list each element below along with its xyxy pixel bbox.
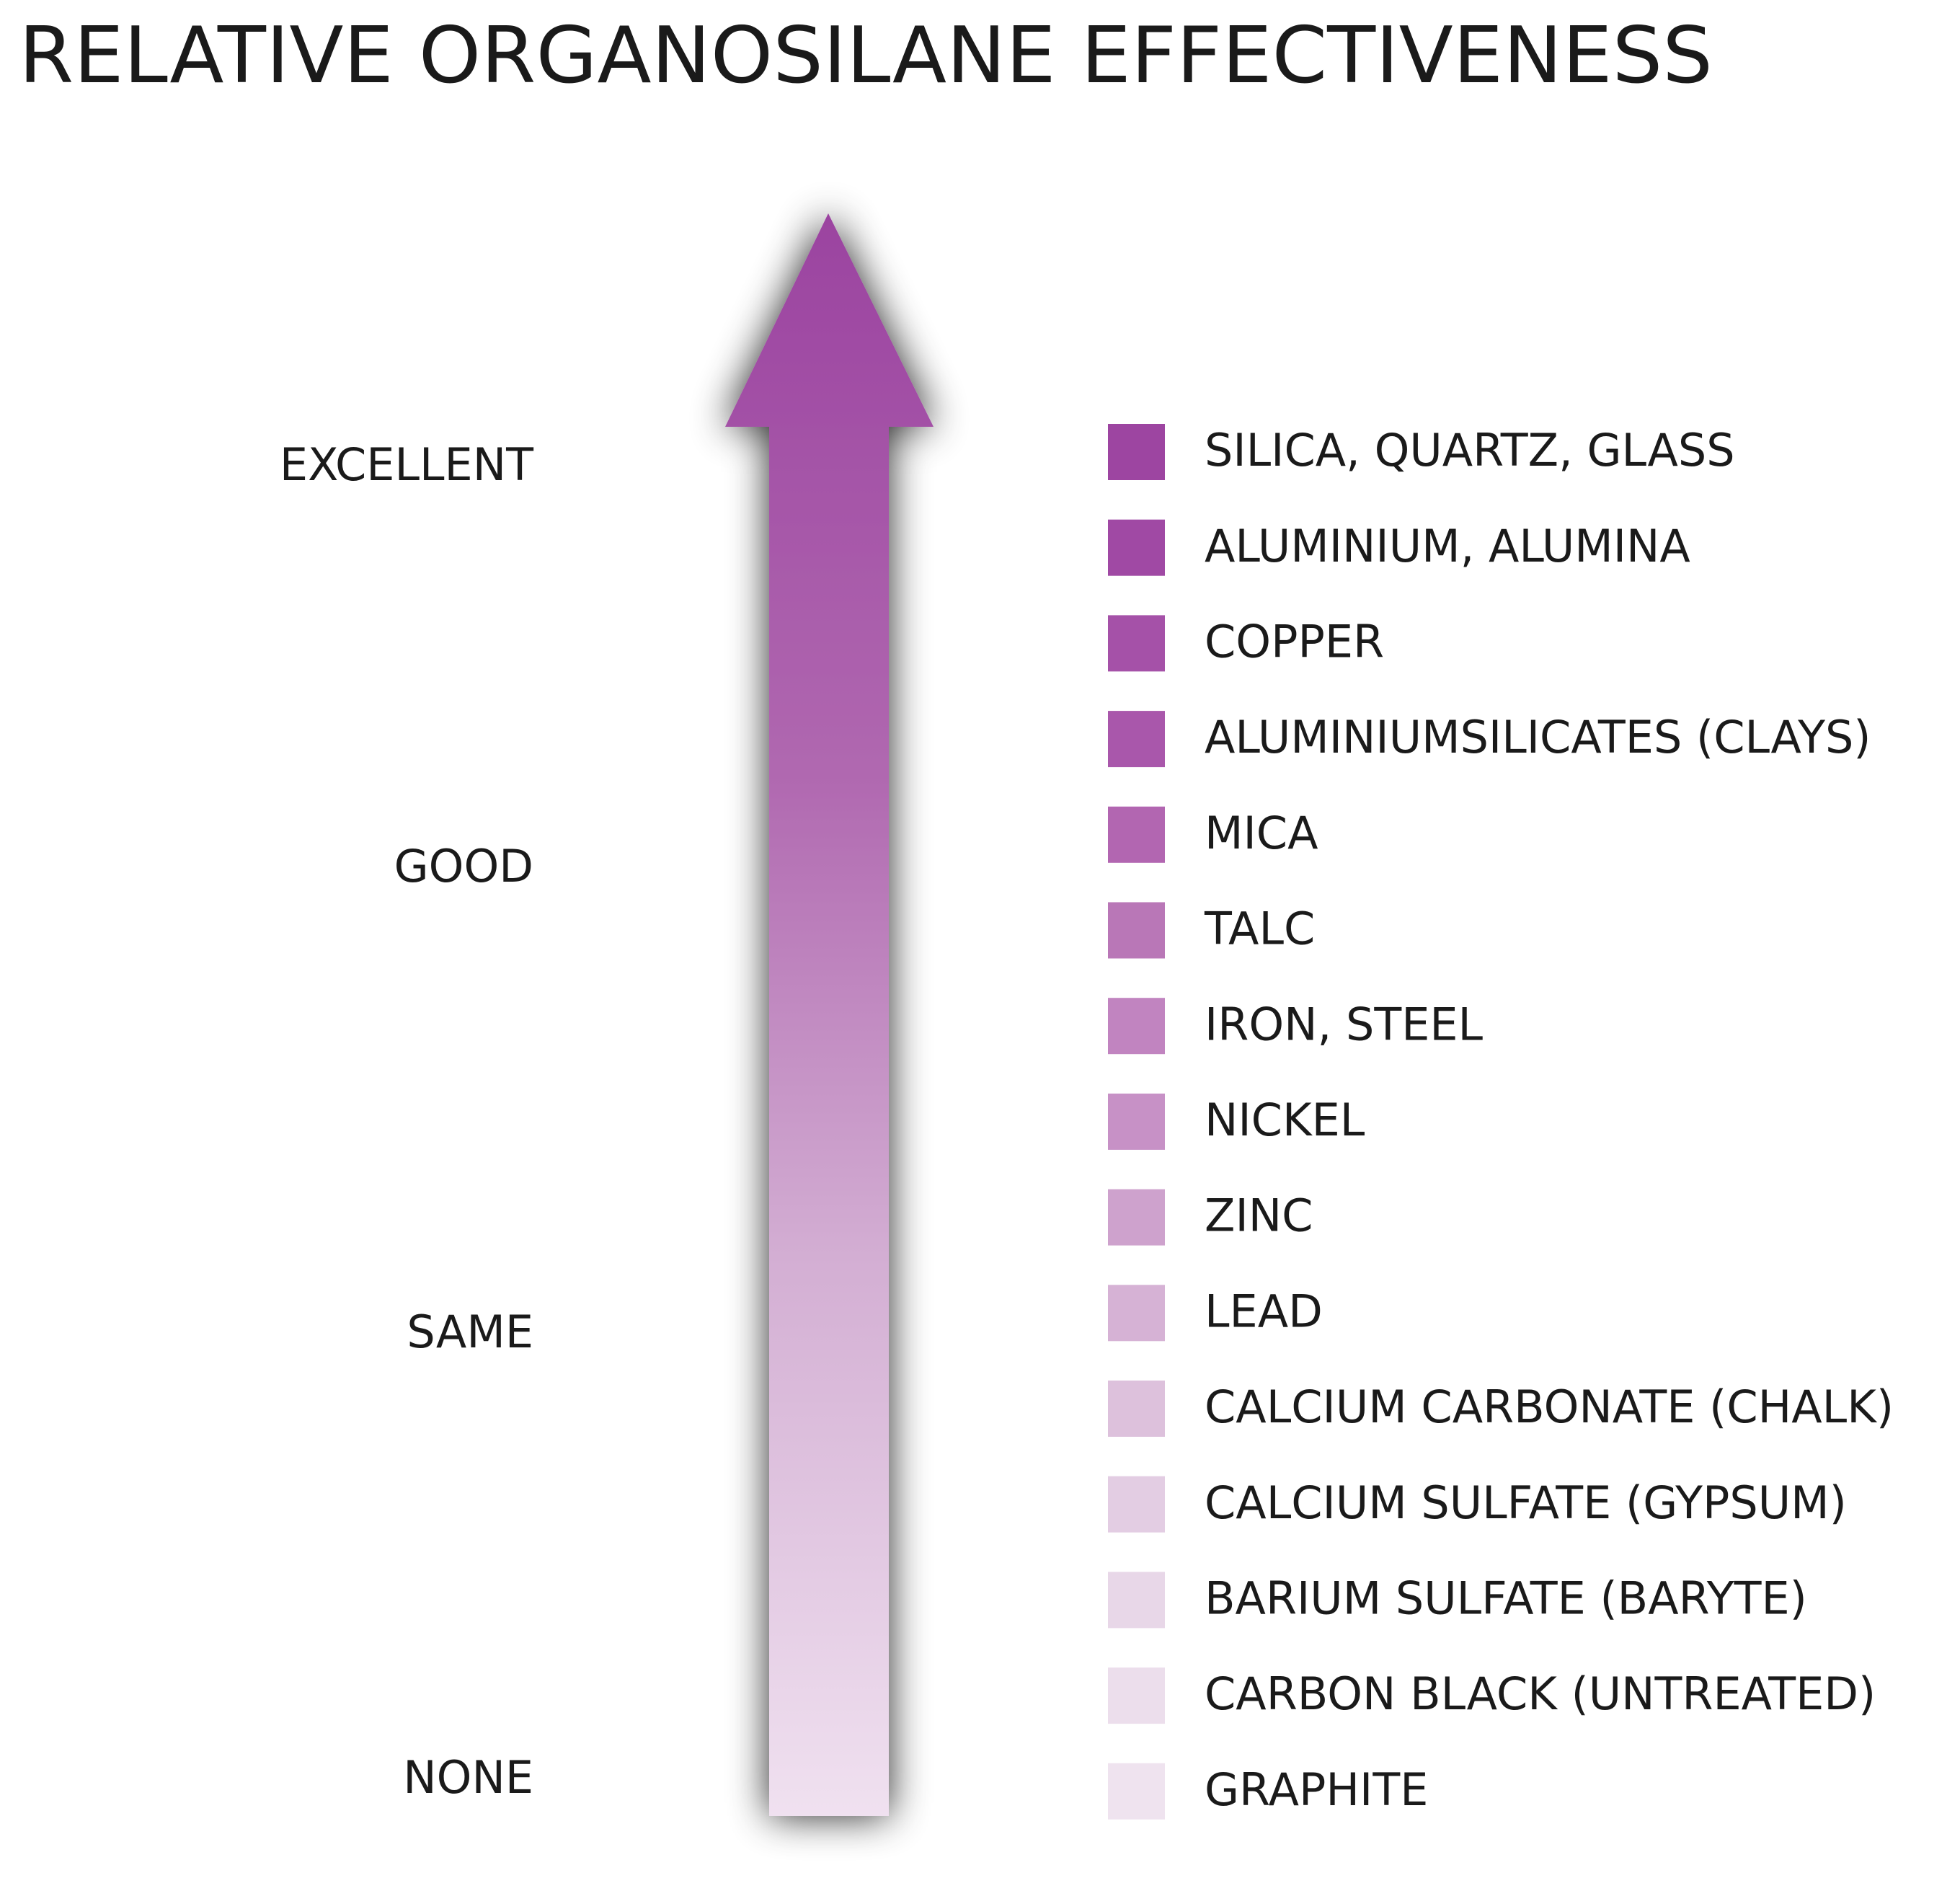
legend-swatch [1108,1285,1165,1342]
legend-label: GRAPHITE [1205,1763,1428,1816]
legend-item: MICA [1108,806,1318,863]
legend-item: TALC [1108,902,1315,959]
arrow [725,213,934,1816]
legend-item: GRAPHITE [1108,1763,1428,1820]
legend-label: CALCIUM SULFATE (GYPSUM) [1205,1476,1847,1529]
scale-label: SAME [407,1306,533,1358]
legend-swatch [1108,902,1165,959]
legend-label: ALUMINIUMSILICATES (CLAYS) [1205,711,1871,763]
legend-swatch [1108,1763,1165,1820]
legend-item: IRON, STEEL [1108,998,1484,1055]
legend-label: BARIUM SULFATE (BARYTE) [1205,1572,1807,1624]
scale-label: GOOD [394,840,533,892]
legend-swatch [1108,1381,1165,1437]
legend-swatch [1108,424,1165,480]
legend-swatch [1108,1476,1165,1533]
scale-label: NONE [403,1751,533,1804]
legend-swatch [1108,1667,1165,1724]
title: RELATIVE ORGANOSILANE EFFECTIVENESS [19,11,1713,101]
legend-label: ALUMINIUM, ALUMINA [1205,520,1690,572]
legend-item: CALCIUM CARBONATE (CHALK) [1108,1381,1894,1437]
legend-label: LEAD [1205,1285,1323,1337]
legend-item: ALUMINIUM, ALUMINA [1108,519,1690,576]
legend-item: BARIUM SULFATE (BARYTE) [1108,1572,1807,1629]
legend-swatch [1108,615,1165,672]
legend-item: COPPER [1108,615,1384,672]
legend-swatch [1108,998,1165,1055]
legend-swatch [1108,519,1165,576]
legend-item: LEAD [1108,1285,1323,1342]
legend-label: CARBON BLACK (UNTREATED) [1205,1667,1876,1720]
legend-item: SILICA, QUARTZ, GLASS [1108,424,1735,480]
legend-item: CALCIUM SULFATE (GYPSUM) [1108,1476,1847,1533]
scale-label: EXCELLENT [280,438,534,491]
legend-swatch [1108,1189,1165,1246]
legend-label: IRON, STEEL [1205,998,1484,1050]
legend: SILICA, QUARTZ, GLASS ALUMINIUM, ALUMINA C… [1108,424,1894,1820]
legend-swatch [1108,1572,1165,1629]
legend-label: ZINC [1205,1190,1313,1242]
scale-labels: EXCELLENT GOOD SAME NONE [280,438,534,1804]
legend-label: TALC [1204,903,1315,955]
legend-swatch [1108,1093,1165,1150]
legend-label: MICA [1205,807,1318,859]
legend-item: ALUMINIUMSILICATES (CLAYS) [1108,711,1871,768]
legend-label: CALCIUM CARBONATE (CHALK) [1205,1381,1894,1433]
legend-label: NICKEL [1205,1094,1365,1146]
legend-item: NICKEL [1108,1093,1365,1150]
legend-swatch [1108,806,1165,863]
legend-item: ZINC [1108,1189,1313,1246]
legend-swatch [1108,711,1165,768]
legend-label: COPPER [1205,615,1384,668]
legend-item: CARBON BLACK (UNTREATED) [1108,1667,1876,1724]
legend-label: SILICA, QUARTZ, GLASS [1205,424,1735,477]
